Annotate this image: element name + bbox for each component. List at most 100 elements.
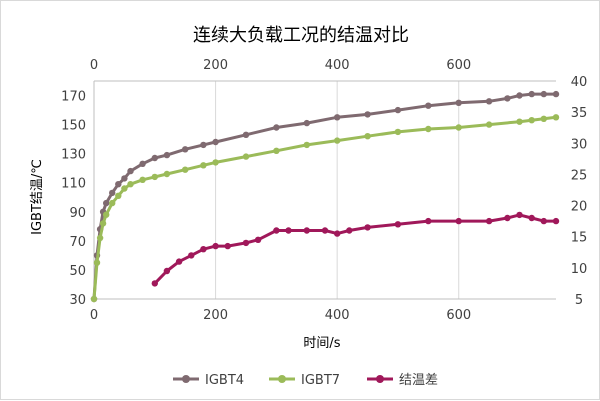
x-top-tick-label: 600 (446, 58, 471, 73)
x-tick-label: 400 (325, 308, 350, 323)
data-point (139, 176, 146, 183)
data-point (96, 234, 104, 242)
y2-tick-label: 35 (571, 106, 588, 121)
legend: IGBT4 IGBT7 结温差 (173, 373, 438, 388)
y2-tick-label: 10 (571, 262, 588, 277)
data-point (394, 128, 402, 136)
y2-tick-label: 40 (571, 75, 588, 90)
data-point (552, 114, 560, 121)
data-point (334, 230, 341, 237)
data-point (528, 214, 535, 222)
data-point (528, 90, 535, 98)
data-point (455, 124, 462, 131)
data-point (273, 227, 280, 234)
data-point (109, 189, 116, 197)
y2-tick-label: 20 (571, 200, 588, 215)
data-point (364, 133, 371, 140)
data-point (139, 160, 146, 167)
x-top-tick-label: 0 (90, 58, 98, 73)
data-point (516, 92, 523, 99)
series-line (92, 115, 558, 301)
legend-item: 结温差 (367, 373, 438, 388)
y-tick-label: 90 (69, 206, 86, 221)
data-point (99, 220, 107, 227)
data-point (121, 175, 128, 182)
y-tick-label: 130 (61, 148, 86, 163)
data-point (394, 221, 402, 228)
y2-tick-label: 5 (575, 293, 583, 308)
data-point (175, 258, 183, 265)
x-tick-label: 0 (90, 308, 98, 323)
data-point (273, 147, 280, 154)
data-point (103, 211, 110, 218)
data-point (516, 118, 523, 125)
data-point (321, 227, 329, 234)
data-point (212, 159, 219, 166)
legend-item: IGBT4 (173, 373, 244, 388)
data-point (121, 185, 128, 192)
y-tick-label: 170 (61, 90, 86, 105)
data-point (516, 211, 523, 219)
tick-labels: 0 200 400 600 0 200 400 600 30 50 70 90 110 130 150 170… (61, 58, 587, 323)
data-point (103, 199, 110, 207)
legend-swatch-marker (278, 375, 286, 383)
legend-item: IGBT7 (269, 373, 340, 388)
data-point (455, 217, 462, 225)
y-tick-label: 70 (69, 235, 86, 250)
data-point (254, 236, 262, 243)
y2-tick-label: 30 (571, 137, 588, 152)
data-point (242, 239, 250, 247)
data-point (115, 181, 122, 188)
data-point (90, 295, 98, 303)
data-point (504, 95, 511, 102)
data-point (182, 146, 189, 153)
data-point (540, 115, 547, 123)
data-point (273, 124, 280, 131)
y-tick-label: 110 (61, 177, 86, 192)
data-point (151, 173, 158, 181)
data-point (425, 102, 432, 109)
x-axis-title: 时间/s (303, 336, 340, 351)
data-point (394, 106, 402, 114)
legend-label: IGBT4 (205, 373, 244, 388)
data-point (303, 227, 310, 234)
data-point (485, 217, 493, 225)
data-point (151, 280, 158, 287)
y2-tick-label: 25 (571, 168, 588, 183)
data-point (303, 141, 310, 149)
data-point (127, 167, 134, 175)
y-axis-title: IGBT结温/℃ (30, 159, 45, 235)
legend-swatch-marker (376, 375, 384, 383)
data-point (212, 138, 219, 146)
data-point (485, 98, 493, 105)
x-top-tick-label: 400 (325, 58, 350, 73)
x-tick-label: 200 (203, 308, 228, 323)
series-group (90, 90, 560, 303)
data-point (200, 141, 207, 149)
data-point (163, 151, 171, 159)
legend-swatch-marker (182, 375, 190, 383)
data-point (109, 199, 116, 207)
axes (93, 80, 556, 300)
data-point (552, 217, 560, 225)
x-tick-label: 600 (446, 308, 471, 323)
series-2 (90, 114, 560, 303)
y-tick-label: 150 (61, 119, 86, 134)
data-point (528, 117, 535, 124)
data-point (285, 227, 292, 234)
legend-label: IGBT7 (301, 373, 340, 388)
data-point (346, 227, 353, 234)
data-point (425, 217, 432, 225)
data-point (540, 90, 547, 98)
data-point (364, 224, 371, 231)
data-point (455, 99, 462, 107)
data-point (188, 252, 195, 259)
data-point (163, 170, 171, 178)
data-point (552, 90, 560, 98)
data-point (425, 125, 432, 133)
y2-tick-label: 15 (571, 231, 588, 246)
series-3 (151, 211, 560, 287)
data-point (334, 114, 341, 121)
